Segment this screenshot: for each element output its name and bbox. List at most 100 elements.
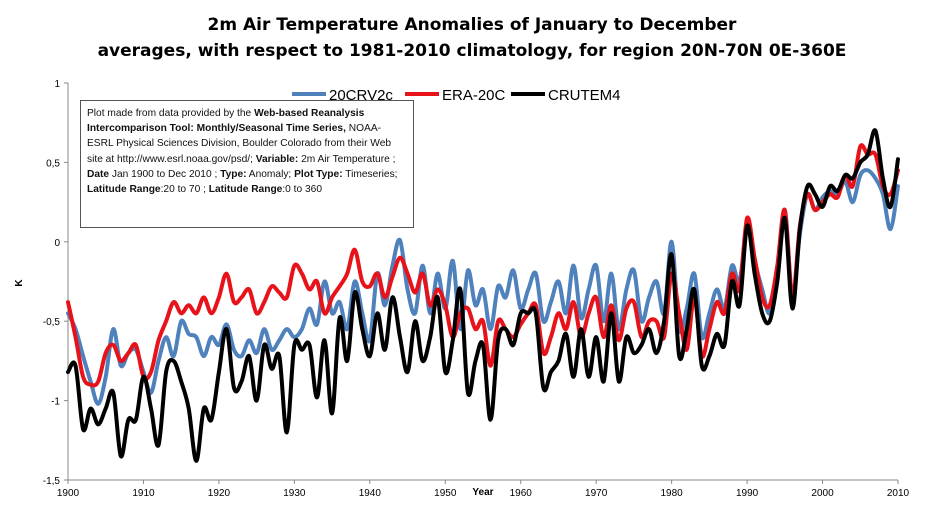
data-point-era-20c bbox=[784, 210, 785, 211]
data-point-crutem4 bbox=[309, 345, 310, 346]
data-point-20crv2c bbox=[686, 308, 687, 309]
data-point-crutem4 bbox=[90, 408, 91, 409]
data-point-20crv2c bbox=[294, 337, 295, 338]
data-point-20crv2c bbox=[596, 265, 597, 266]
data-point-20crv2c bbox=[845, 181, 846, 182]
data-point-crutem4 bbox=[807, 186, 808, 187]
data-point-crutem4 bbox=[837, 191, 838, 192]
data-point-crutem4 bbox=[181, 381, 182, 382]
data-point-crutem4 bbox=[362, 329, 363, 330]
data-point-20crv2c bbox=[618, 329, 619, 330]
note-text-part: :20 to 70 ; bbox=[160, 184, 209, 196]
data-point-era-20c bbox=[573, 302, 574, 303]
data-point-20crv2c bbox=[633, 270, 634, 271]
y-tick-label: -0,5 bbox=[43, 317, 61, 328]
data-point-era-20c bbox=[626, 308, 627, 309]
data-point-crutem4 bbox=[513, 345, 514, 346]
data-point-crutem4 bbox=[369, 356, 370, 357]
data-point-20crv2c bbox=[158, 360, 159, 361]
x-tick-label: 1950 bbox=[434, 488, 457, 499]
x-tick-label: 2000 bbox=[811, 488, 834, 499]
data-point-20crv2c bbox=[211, 337, 212, 338]
data-point-20crv2c bbox=[309, 308, 310, 309]
legend-label-era-20c: ERA-20C bbox=[442, 87, 506, 104]
data-point-era-20c bbox=[875, 154, 876, 155]
x-tick-label: 1990 bbox=[736, 488, 759, 499]
data-point-era-20c bbox=[656, 321, 657, 322]
note-text-part: Date bbox=[87, 168, 110, 180]
data-point-20crv2c bbox=[286, 329, 287, 330]
data-point-20crv2c bbox=[173, 356, 174, 357]
data-point-20crv2c bbox=[543, 321, 544, 322]
data-point-20crv2c bbox=[483, 289, 484, 290]
data-point-era-20c bbox=[747, 218, 748, 219]
data-point-20crv2c bbox=[588, 289, 589, 290]
data-point-crutem4 bbox=[875, 130, 876, 131]
data-point-era-20c bbox=[166, 321, 167, 322]
data-point-20crv2c bbox=[882, 194, 883, 195]
data-point-20crv2c bbox=[490, 329, 491, 330]
data-point-crutem4 bbox=[249, 356, 250, 357]
data-point-20crv2c bbox=[188, 333, 189, 334]
data-point-crutem4 bbox=[173, 360, 174, 361]
data-point-20crv2c bbox=[392, 265, 393, 266]
data-point-crutem4 bbox=[158, 445, 159, 446]
data-point-crutem4 bbox=[732, 281, 733, 282]
data-point-20crv2c bbox=[890, 229, 891, 230]
data-point-era-20c bbox=[362, 281, 363, 282]
data-point-era-20c bbox=[332, 297, 333, 298]
data-point-crutem4 bbox=[596, 337, 597, 338]
data-point-20crv2c bbox=[384, 305, 385, 306]
y-axis: 1 0,5 0 -0,5 -1 -1,5 bbox=[43, 79, 69, 487]
data-point-era-20c bbox=[105, 353, 106, 354]
x-axis: 1900 1910 1920 1930 1940 1950 1960 1970 1980 1990… bbox=[57, 479, 910, 499]
note-text-part: Jan 1900 to Dec 2010 ; bbox=[109, 168, 221, 180]
data-point-era-20c bbox=[271, 286, 272, 287]
data-point-era-20c bbox=[475, 329, 476, 330]
data-point-20crv2c bbox=[437, 273, 438, 274]
data-point-20crv2c bbox=[256, 353, 257, 354]
data-point-20crv2c bbox=[249, 340, 250, 341]
x-tick-label: 1920 bbox=[208, 488, 231, 499]
data-point-crutem4 bbox=[445, 372, 446, 373]
data-point-era-20c bbox=[550, 337, 551, 338]
data-point-era-20c bbox=[226, 273, 227, 274]
y-tick-label: -1,5 bbox=[43, 476, 61, 487]
data-point-20crv2c bbox=[324, 281, 325, 282]
data-point-era-20c bbox=[686, 349, 687, 350]
data-point-20crv2c bbox=[98, 403, 99, 404]
data-point-crutem4 bbox=[724, 345, 725, 346]
data-point-era-20c bbox=[603, 337, 604, 338]
x-tick-label: 1900 bbox=[57, 488, 80, 499]
x-tick-label: 1940 bbox=[359, 488, 382, 499]
data-point-era-20c bbox=[68, 302, 69, 303]
data-point-era-20c bbox=[135, 345, 136, 346]
data-point-era-20c bbox=[339, 286, 340, 287]
data-point-20crv2c bbox=[113, 329, 114, 330]
data-point-era-20c bbox=[279, 292, 280, 293]
y-tick-label: 0 bbox=[54, 238, 60, 249]
data-point-crutem4 bbox=[656, 353, 657, 354]
data-point-crutem4 bbox=[528, 313, 529, 314]
data-point-crutem4 bbox=[739, 305, 740, 306]
data-point-20crv2c bbox=[898, 186, 899, 187]
data-point-crutem4 bbox=[384, 349, 385, 350]
data-point-crutem4 bbox=[256, 400, 257, 401]
data-point-crutem4 bbox=[68, 372, 69, 373]
data-point-20crv2c bbox=[875, 178, 876, 179]
data-point-20crv2c bbox=[151, 392, 152, 393]
data-point-20crv2c bbox=[105, 376, 106, 377]
data-point-20crv2c bbox=[626, 289, 627, 290]
data-point-crutem4 bbox=[264, 345, 265, 346]
data-point-era-20c bbox=[354, 249, 355, 250]
data-point-crutem4 bbox=[301, 349, 302, 350]
data-point-era-20c bbox=[437, 289, 438, 290]
data-point-crutem4 bbox=[701, 365, 702, 366]
data-point-era-20c bbox=[75, 337, 76, 338]
data-point-crutem4 bbox=[573, 376, 574, 377]
data-point-20crv2c bbox=[332, 313, 333, 314]
data-point-20crv2c bbox=[83, 356, 84, 357]
data-point-20crv2c bbox=[860, 175, 861, 176]
data-source-note: Plot made from data provided by the Web-… bbox=[80, 100, 414, 228]
